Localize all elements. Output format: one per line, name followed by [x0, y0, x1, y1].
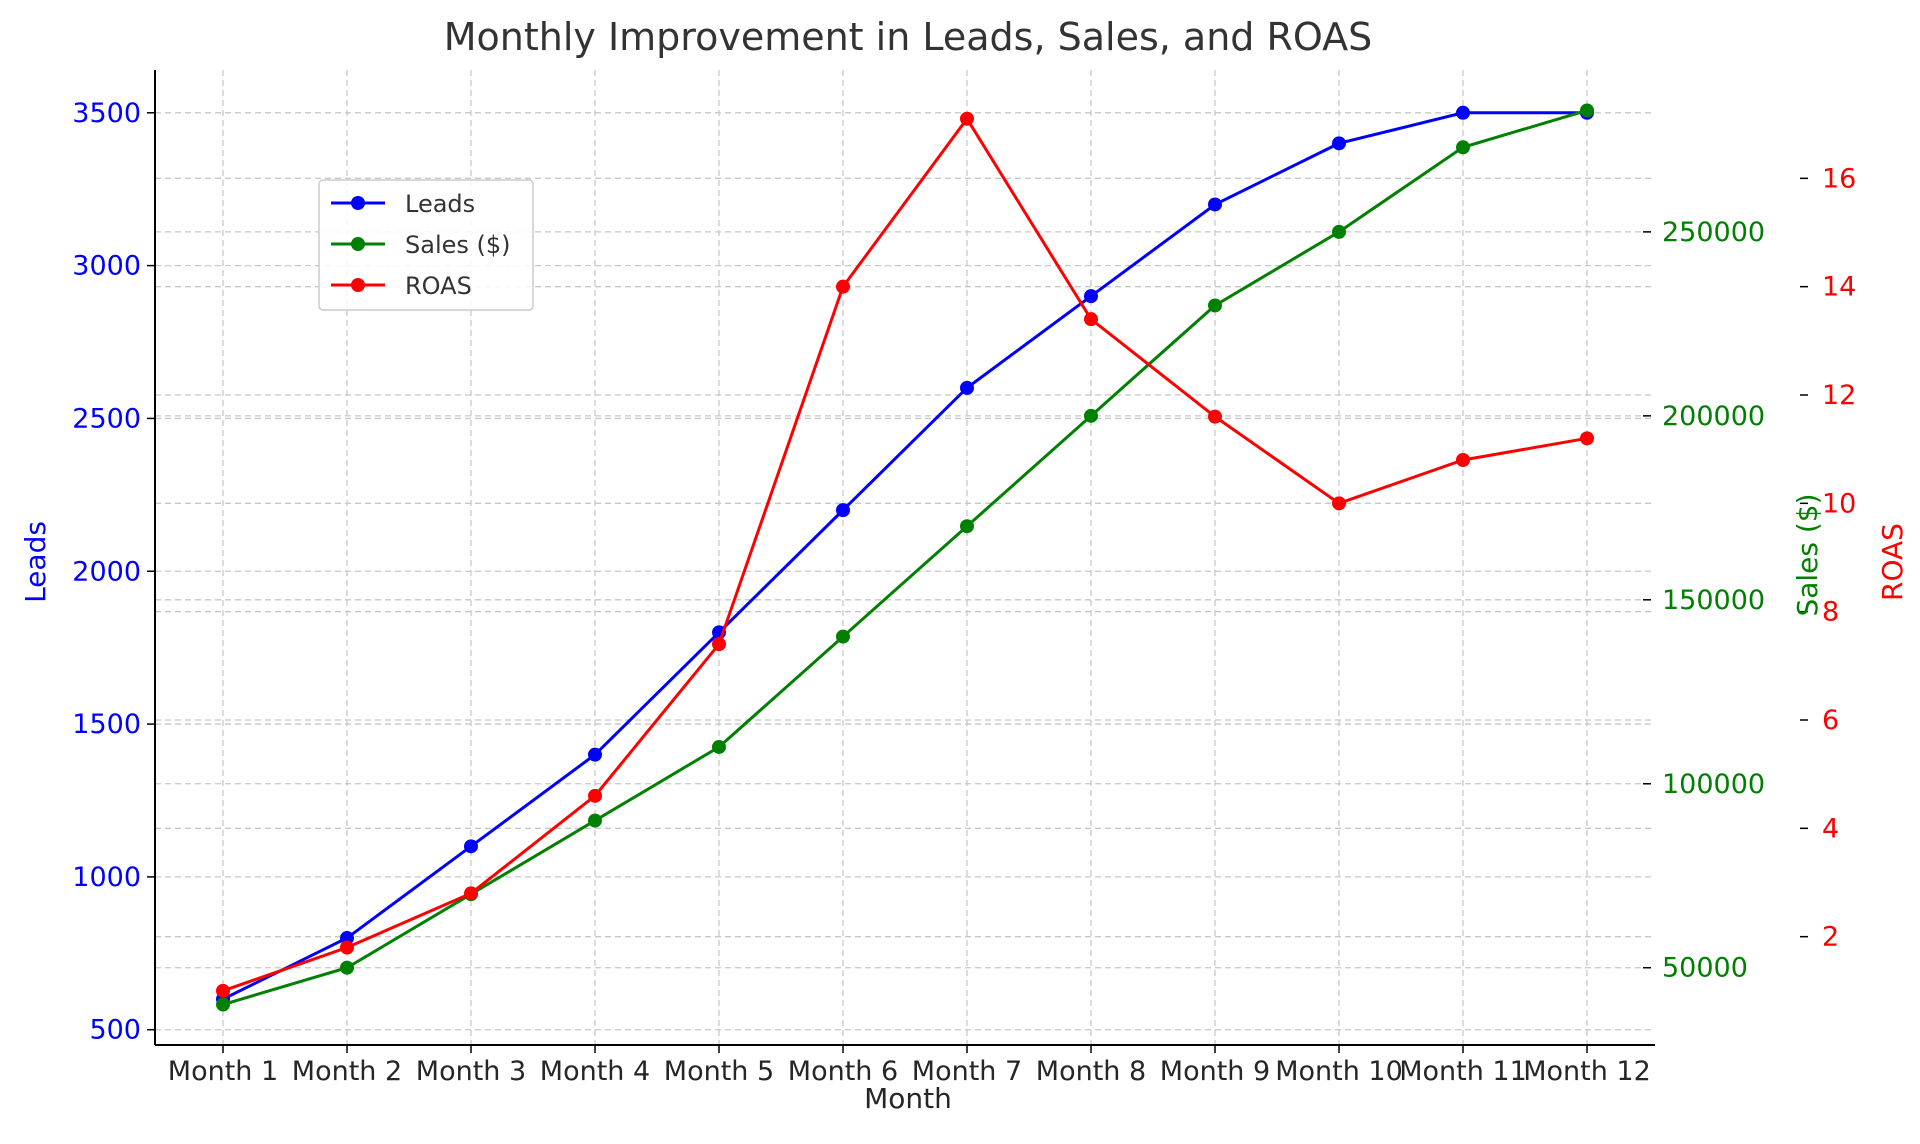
legend: Leads Sales ($) ROAS — [318, 179, 534, 311]
legend-leads-marker — [351, 196, 365, 210]
sales-tick-label: 150000 — [1662, 585, 1765, 616]
leads-point — [1456, 105, 1470, 120]
roas-point — [1208, 409, 1222, 424]
sales-point — [588, 813, 602, 828]
leads-point — [836, 503, 850, 518]
roas-point — [340, 940, 354, 955]
legend-sales-marker — [351, 237, 365, 251]
grid — [155, 70, 1655, 1045]
sales-point — [1456, 140, 1470, 155]
leads-tick-label: 2500 — [72, 403, 141, 434]
sales-point — [1084, 408, 1098, 423]
sales-tick-label: 250000 — [1662, 217, 1765, 248]
sales-axis-label: Sales ($) — [1791, 493, 1824, 616]
sales-point — [1208, 298, 1222, 313]
roas-point — [1332, 496, 1346, 511]
sales-point — [216, 997, 230, 1012]
sales-point — [712, 739, 726, 754]
roas-tick-label: 14 — [1822, 272, 1856, 303]
leads-tick-label: 3000 — [72, 251, 141, 282]
leads-tick-label: 1000 — [72, 862, 141, 893]
leads-tick-label: 2000 — [72, 556, 141, 587]
roas-point — [464, 886, 478, 901]
roas-tick-label: 16 — [1822, 163, 1856, 194]
leads-point — [1084, 289, 1098, 304]
sales-tick-label: 50000 — [1662, 953, 1748, 984]
x-tick-label: Month 12 — [1523, 1056, 1651, 1087]
sales-point — [836, 629, 850, 644]
roas-line — [222, 116, 1588, 993]
sales-tick-label: 100000 — [1662, 769, 1765, 800]
sales-point — [960, 519, 974, 534]
x-tick-label: Month 7 — [912, 1056, 1022, 1087]
roas-point — [836, 279, 850, 294]
sales-tick-label: 200000 — [1662, 401, 1765, 432]
axes: Month 1 Month 2 Month 3 Month 4 Month 5 Month… — [72, 70, 1856, 1087]
roas-tick-label: 10 — [1822, 488, 1856, 519]
leads-point — [464, 839, 478, 854]
legend-sales-label: Sales ($) — [405, 231, 511, 259]
roas-axis-label: ROAS — [1876, 523, 1909, 601]
roas-point — [588, 788, 602, 803]
series-layer — [216, 103, 1594, 1012]
sales-point — [340, 960, 354, 975]
x-tick-label: Month 1 — [168, 1056, 278, 1087]
legend-roas-marker — [351, 278, 365, 292]
leads-point — [1208, 197, 1222, 212]
roas-tick-label: 6 — [1822, 705, 1839, 736]
sales-point — [1580, 103, 1594, 118]
sales-line — [222, 109, 1588, 1006]
roas-tick-label: 12 — [1822, 380, 1856, 411]
x-tick-label: Month 11 — [1399, 1056, 1527, 1087]
roas-tick-label: 2 — [1822, 922, 1839, 953]
leads-point — [1332, 136, 1346, 151]
roas-point — [216, 983, 230, 998]
chart-title: Monthly Improvement in Leads, Sales, and… — [444, 15, 1373, 59]
leads-tick-label: 1500 — [72, 709, 141, 740]
x-tick-label: Month 2 — [292, 1056, 402, 1087]
x-axis-label: Month — [864, 1082, 952, 1115]
sales-point — [1332, 224, 1346, 239]
x-tick-label: Month 8 — [1036, 1056, 1146, 1087]
x-tick-label: Month 10 — [1275, 1056, 1403, 1087]
x-tick-label: Month 3 — [416, 1056, 526, 1087]
roas-tick-label: 4 — [1822, 813, 1839, 844]
legend-leads-label: Leads — [405, 190, 475, 218]
roas-point — [712, 637, 726, 652]
leads-line — [222, 111, 1587, 1001]
leads-tick-label: 500 — [89, 1015, 141, 1046]
leads-point — [960, 380, 974, 395]
roas-point — [960, 111, 974, 126]
leads-point — [588, 747, 602, 762]
roas-point — [1084, 312, 1098, 327]
leads-axis-label: Leads — [19, 521, 52, 603]
legend-box — [318, 179, 534, 311]
leads-tick-label: 3500 — [72, 98, 141, 129]
x-tick-label: Month 6 — [788, 1056, 898, 1087]
x-tick-label: Month 4 — [540, 1056, 650, 1087]
roas-point — [1456, 453, 1470, 467]
x-tick-label: Month 9 — [1160, 1056, 1270, 1087]
legend-roas-label: ROAS — [405, 272, 472, 300]
roas-tick-label: 8 — [1822, 597, 1839, 628]
x-tick-label: Month 5 — [664, 1056, 774, 1087]
roas-point — [1580, 431, 1594, 446]
